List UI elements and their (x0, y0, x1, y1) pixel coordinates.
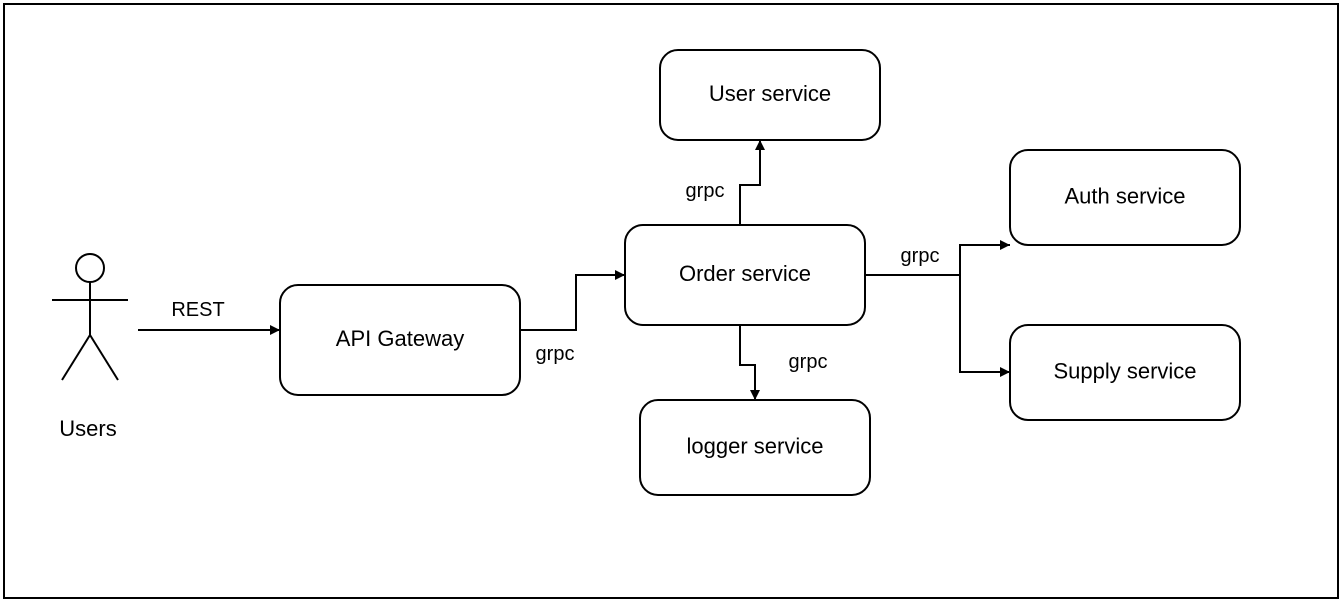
node-label-user-service: User service (709, 81, 831, 106)
node-label-logger-service: logger service (687, 433, 824, 458)
edge-label-gateway-to-order: grpc (536, 343, 575, 365)
node-label-api-gateway: API Gateway (336, 326, 464, 351)
actor-label: Users (59, 416, 116, 441)
node-api-gateway: API Gateway (280, 285, 520, 395)
node-auth-service: Auth service (1010, 150, 1240, 245)
edge-label-order-to-auth: grpc (901, 245, 940, 267)
node-label-order-service: Order service (679, 261, 811, 286)
node-user-service: User service (660, 50, 880, 140)
node-logger-service: logger service (640, 400, 870, 495)
node-order-service: Order service (625, 225, 865, 325)
edge-label-order-to-logger: grpc (789, 351, 828, 373)
node-supply-service: Supply service (1010, 325, 1240, 420)
edge-label-order-to-user: grpc (686, 180, 725, 202)
node-label-supply-service: Supply service (1053, 358, 1196, 383)
edge-label-users-to-gateway: REST (171, 299, 224, 321)
node-label-auth-service: Auth service (1064, 183, 1185, 208)
